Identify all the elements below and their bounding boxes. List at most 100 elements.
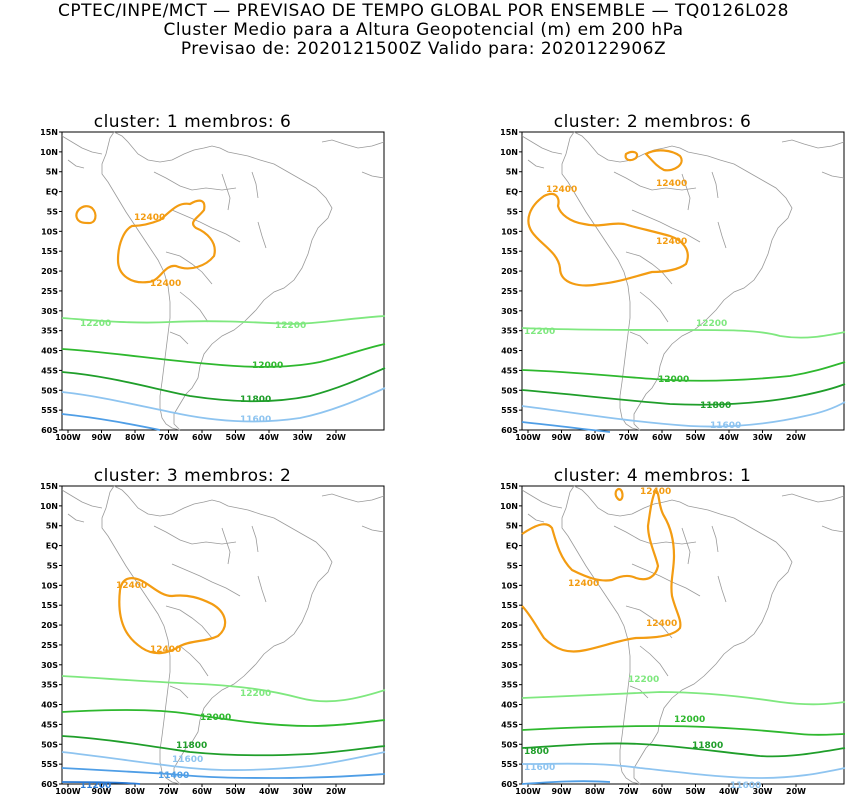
lat-tick-label: 25S xyxy=(41,287,58,296)
map-frame xyxy=(521,485,845,785)
contour-label: 11800 xyxy=(240,395,271,405)
contour-label: 12200 xyxy=(628,675,659,685)
contour-labels: 12400 12400 12400 12200 12200 12000 1180… xyxy=(524,179,741,431)
map-border xyxy=(521,485,845,785)
coastline-segment xyxy=(629,331,649,345)
lat-tick-label: 5S xyxy=(47,207,59,216)
coastline-segment xyxy=(781,493,845,503)
contour-label: 12200 xyxy=(275,321,306,331)
coastline-segment xyxy=(629,685,649,699)
lon-tick-label: 100W xyxy=(515,787,541,796)
map-border xyxy=(61,485,385,785)
contour-11600 xyxy=(61,387,386,423)
map-frame xyxy=(61,131,385,431)
lat-tick-label: 5N xyxy=(46,522,58,531)
lat-tick-label: 60S xyxy=(501,780,518,789)
contour-11400 xyxy=(521,780,611,785)
coastline-segment xyxy=(113,131,333,431)
lon-tick-label: 60W xyxy=(652,433,672,442)
contour-label: 11600 xyxy=(172,755,203,765)
lat-tick-label: 5N xyxy=(506,522,518,531)
contour-label: 12200 xyxy=(696,319,727,329)
contour-label: 1800 xyxy=(524,747,549,757)
map-plot: 15N 10N 5N EQ 5S 10S 15S 20S 25S 30S 35S 40S 45S 50S 5… xyxy=(500,128,846,442)
contour-label: 12200 xyxy=(80,319,111,329)
coastline-segment xyxy=(681,527,691,565)
coastline-segment xyxy=(821,525,845,533)
contour-12400 xyxy=(624,150,639,162)
lat-tick-label: 15N xyxy=(40,128,58,137)
contour-label: 11400 xyxy=(158,771,189,781)
contour-label: 12200 xyxy=(524,327,555,337)
contour-12400 xyxy=(118,577,227,655)
lon-tick-label: 30W xyxy=(293,433,313,442)
lat-tick-label: 5N xyxy=(46,168,58,177)
lon-tick-label: 30W xyxy=(753,787,773,796)
lat-tick-label: 40S xyxy=(501,347,518,356)
lat-tick-label: 30S xyxy=(41,307,58,316)
contour-label: 12400 xyxy=(646,619,677,629)
map-border xyxy=(61,131,385,431)
contour-12400 xyxy=(527,192,689,287)
lon-tick-label: 40W xyxy=(719,433,739,442)
contours xyxy=(61,199,386,431)
lon-tick-label: 90W xyxy=(92,433,112,442)
lat-tick-label: 60S xyxy=(41,426,58,435)
lat-tick-label: 25S xyxy=(41,641,58,650)
contour-label: 11800 xyxy=(700,401,731,411)
contour-label: 12400 xyxy=(150,279,181,289)
lat-tick-label: 20S xyxy=(41,267,58,276)
lat-tick-label: 10S xyxy=(501,581,518,590)
contour-12400 xyxy=(644,149,683,172)
panel-title: cluster: 4 membros: 1 xyxy=(553,466,752,486)
lat-tick-label: EQ xyxy=(506,188,518,197)
header-title: CPTEC/INPE/MCT — PREVISAO DE TEMPO GLOBA… xyxy=(58,1,789,21)
lon-tick-label: 20W xyxy=(326,787,346,796)
contour-label: 12400 xyxy=(656,237,687,247)
contour-label: 12400 xyxy=(116,581,147,591)
axis-ticks: 15N 10N 5N EQ 5S 10S 15S 20S 25S 30S 35S 40S 45S 50S 5… xyxy=(500,482,806,796)
contour-label: 11200 xyxy=(80,781,111,791)
coastline-segment xyxy=(781,139,845,149)
panel-title: cluster: 3 membros: 2 xyxy=(93,466,292,486)
lon-tick-label: 80W xyxy=(125,433,145,442)
contour-label: 12400 xyxy=(150,645,181,655)
lat-tick-label: 35S xyxy=(501,327,518,336)
contours xyxy=(521,487,846,785)
contour-label: 12000 xyxy=(252,361,283,371)
lat-tick-label: 15S xyxy=(41,601,58,610)
coastline xyxy=(521,485,845,785)
coastline-segment xyxy=(521,489,563,509)
contour-label: 12000 xyxy=(200,713,231,723)
contour-12200 xyxy=(61,315,386,325)
map-panel-cluster-3: cluster: 3 membros: 2 15N 10N 5N EQ 5S 10S 15S… xyxy=(0,466,386,796)
coastline-segment xyxy=(221,173,231,211)
lon-tick-label: 20W xyxy=(786,787,806,796)
contour-labels: 12400 12400 12400 12200 12000 11800 1800… xyxy=(524,487,761,791)
lat-tick-label: 55S xyxy=(41,760,58,769)
lat-tick-label: EQ xyxy=(46,188,58,197)
contour-12400 xyxy=(75,205,97,225)
contour-label: 12200 xyxy=(240,689,271,699)
lat-tick-label: 5N xyxy=(506,168,518,177)
coastline-segment xyxy=(171,563,241,597)
contour-12200 xyxy=(521,691,846,706)
coastline-segment xyxy=(613,171,697,191)
contour-label: 11800 xyxy=(692,741,723,751)
contour-11600 xyxy=(521,401,846,428)
lon-tick-label: 50W xyxy=(226,433,246,442)
contour-label: 11600 xyxy=(710,421,741,431)
lat-tick-label: 15N xyxy=(500,482,518,491)
lat-tick-label: 15S xyxy=(501,247,518,256)
contour-labels: 12400 12400 12200 12200 12000 11800 1160… xyxy=(80,213,306,425)
coastline-segment xyxy=(361,171,385,179)
coastline-segment xyxy=(257,221,267,249)
coastline-segment xyxy=(257,575,267,603)
coastline-segment xyxy=(625,605,673,639)
lat-tick-label: 10N xyxy=(40,148,58,157)
lat-tick-label: 45S xyxy=(501,366,518,375)
lat-tick-label: 40S xyxy=(41,701,58,710)
axis-ticks: 15N 10N 5N EQ 5S 10S 15S 20S 25S 30S 35S 40S 45S 50S 5… xyxy=(500,128,806,442)
contour-11200 xyxy=(61,781,141,785)
contour-11400 xyxy=(521,421,611,433)
